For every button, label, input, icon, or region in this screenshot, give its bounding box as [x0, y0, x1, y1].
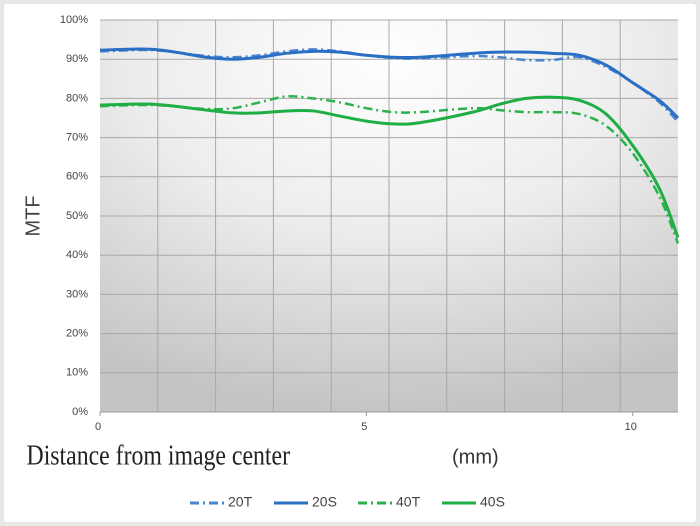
legend-label: 40T [396, 494, 421, 510]
legend-label: 40S [480, 494, 505, 510]
series-line [99, 47, 680, 120]
x-axis-label: Distance from image center [27, 440, 291, 471]
y-tick-label: 50% [66, 210, 88, 222]
y-axis-label: MTF [22, 195, 44, 236]
x-tick-label: 10 [625, 421, 637, 433]
y-tick-label: 0% [72, 406, 88, 418]
x-axis-unit: (mm) [452, 446, 499, 468]
lines [99, 47, 680, 244]
y-tick-label: 70% [66, 132, 88, 144]
series-line [99, 95, 680, 244]
x-tick-label: 5 [361, 421, 367, 433]
y-tick-label: 40% [66, 249, 88, 261]
y-tick-label: 60% [66, 171, 88, 183]
legend-label: 20T [228, 494, 253, 510]
y-tick-label: 90% [66, 53, 88, 65]
series-line [99, 95, 680, 239]
x-tick-label: 0 [95, 421, 101, 433]
legend: 20T 20S 40T 40S [190, 494, 505, 510]
y-tick-label: 10% [66, 367, 88, 379]
y-tick-label: 30% [66, 288, 88, 300]
grid [99, 19, 678, 416]
y-tick-label: 100% [60, 14, 88, 26]
y-tick-label: 80% [66, 92, 88, 104]
y-tick-label: 20% [66, 328, 88, 340]
legend-label: 20S [312, 494, 337, 510]
